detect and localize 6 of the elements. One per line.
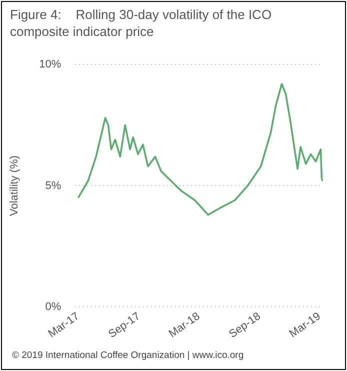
chart-title: Figure 4: Rolling 30-day volatility of the ICO composite indicator price <box>10 6 273 40</box>
y-tick-label: 10% <box>39 58 62 71</box>
y-axis-title: Volatility (%) <box>8 155 21 216</box>
y-tick-label: 0% <box>45 300 62 313</box>
text: © 2019 International Coffee Organization | www.ico.org <box>12 350 244 361</box>
y-tick-label: 5% <box>45 180 62 192</box>
